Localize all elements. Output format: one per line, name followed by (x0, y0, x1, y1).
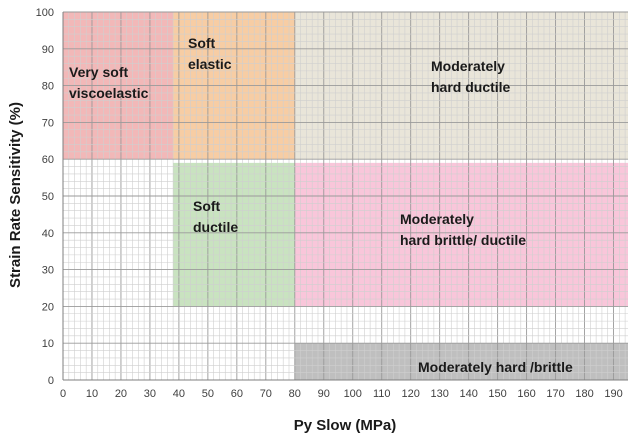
x-tick-label: 60 (231, 388, 243, 400)
region-label-moderately-hard-ductile-1: Moderately (431, 58, 505, 74)
x-tick-label: 190 (604, 388, 622, 400)
x-tick-label: 180 (575, 388, 593, 400)
x-tick-label: 20 (115, 388, 127, 400)
region-label-soft-elastic-2: elastic (188, 56, 232, 72)
x-tick-label: 40 (173, 388, 185, 400)
x-tick-label: 110 (373, 388, 391, 400)
x-tick-label: 50 (202, 388, 214, 400)
region-label-very-soft-viscoelastic-1: Very soft (69, 64, 128, 80)
x-tick-label: 130 (430, 388, 448, 400)
x-tick-label: 30 (144, 388, 156, 400)
region-label-soft-elastic-1: Soft (188, 35, 216, 51)
region-moderately-hard-brittle (294, 343, 628, 380)
y-tick-label: 50 (42, 191, 54, 203)
y-tick-label: 0 (48, 375, 54, 387)
x-tick-label: 160 (517, 388, 535, 400)
x-axis-title: Py Slow (MPa) (294, 417, 397, 434)
x-tick-label: 170 (546, 388, 564, 400)
region-soft-ductile (173, 162, 295, 307)
y-tick-label: 90 (42, 44, 54, 56)
region-label-moderately-hard-brittle-ductile-2: hard brittle/ ductile (400, 232, 526, 248)
x-tick-label: 80 (289, 388, 301, 400)
region-label-very-soft-viscoelastic-2: viscoelastic (69, 85, 149, 101)
x-tick-label: 0 (60, 388, 66, 400)
y-tick-label: 70 (42, 117, 54, 129)
y-tick-label: 80 (42, 81, 54, 93)
x-tick-label: 140 (459, 388, 477, 400)
region-label-moderately-hard-brittle-1: Moderately hard /brittle (418, 359, 573, 375)
x-tick-label: 150 (488, 388, 506, 400)
region-moderately-hard-brittle-ductile (294, 162, 628, 307)
x-tick-label: 100 (344, 388, 362, 400)
y-axis-title: Strain Rate Sensitivity (%) (7, 102, 24, 288)
region-label-soft-ductile-1: Soft (193, 198, 221, 214)
region-label-moderately-hard-ductile-2: hard ductile (431, 79, 511, 95)
regions-layer (63, 12, 628, 380)
x-tick-label: 120 (402, 388, 420, 400)
x-tick-label: 10 (86, 388, 98, 400)
y-tick-label: 30 (42, 265, 54, 277)
axis-layer (62, 12, 628, 381)
region-labels-layer: Very soft viscoelastic Soft elastic Moderate… (69, 35, 573, 375)
x-tick-label: 90 (318, 388, 330, 400)
region-label-moderately-hard-brittle-ductile-1: Moderately (400, 211, 474, 227)
y-tick-label: 20 (42, 301, 54, 313)
y-tick-label: 100 (36, 7, 54, 19)
y-tick-label: 60 (42, 154, 54, 166)
ticks-layer: 0 10 20 30 40 50 60 70 80 90 100 110 120 130 140 150 160… (36, 7, 623, 400)
region-label-soft-ductile-2: ductile (193, 219, 238, 235)
x-tick-label: 70 (260, 388, 272, 400)
y-tick-label: 10 (42, 338, 54, 350)
y-tick-label: 40 (42, 228, 54, 240)
